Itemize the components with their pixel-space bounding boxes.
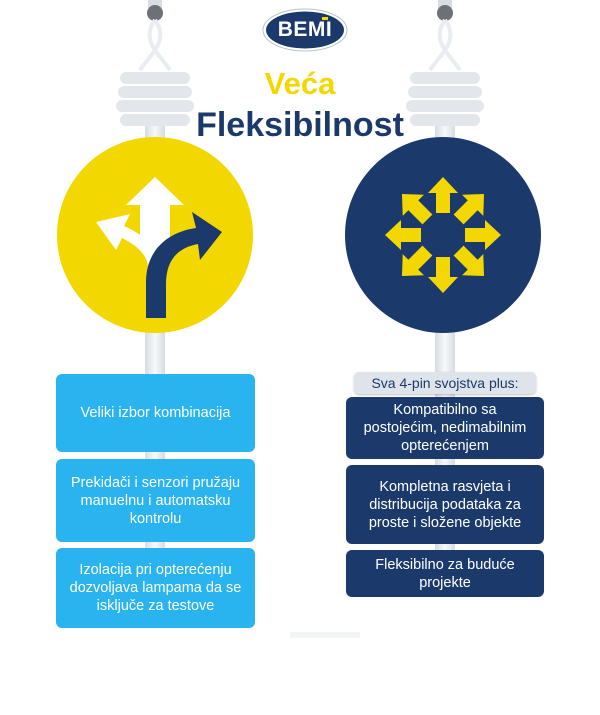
burst-arrow [401,245,433,277]
right-feature-text: Fleksibilno za buduće projekte [375,556,515,591]
right-feature-box: Fleksibilno za buduće projekte [346,550,544,597]
burst-arrow [401,193,433,225]
bemi-logo: BEMI [262,8,348,52]
left-feature-box: Veliki izbor kombinacija [56,374,255,452]
right-circle [345,137,541,333]
burst-arrow [453,193,485,225]
burst-arrow [428,257,458,293]
right-feature-box: Kompletna rasvjeta i distribucija podata… [346,465,544,544]
right-feature-text: Kompatibilno sa postojećim, nedimabilnim… [363,402,527,454]
burst-arrow [453,245,485,277]
right-feature-text: Kompletna rasvjeta i distribucija podata… [368,478,522,531]
left-feature-text: Izolacija pri opterećenju dozvoljava lam… [69,562,242,614]
left-feature-box: Izolacija pri opterećenju dozvoljava lam… [56,548,255,628]
burst-arrow [465,220,501,250]
left-feature-text: Veliki izbor kombinacija [80,405,231,421]
logo-text: BEMI [277,18,333,41]
expand-arrows-icon [385,177,501,293]
right-column-header: Sva 4-pin svojstva plus: [354,372,536,394]
right-feature-box: Kompatibilno sa postojećim, nedimabilnim… [346,397,544,459]
split-road-arrows-icon [96,177,222,318]
left-feature-box: Prekidači i senzori pružaju manuelnu i a… [56,459,255,542]
left-feature-text: Prekidači i senzori pružaju manuelnu i a… [70,474,241,527]
burst-arrow [385,220,421,250]
title-line-1: Veća [264,66,336,101]
title-line-2: Fleksibilnost [196,106,404,144]
burst-arrow [428,177,458,213]
